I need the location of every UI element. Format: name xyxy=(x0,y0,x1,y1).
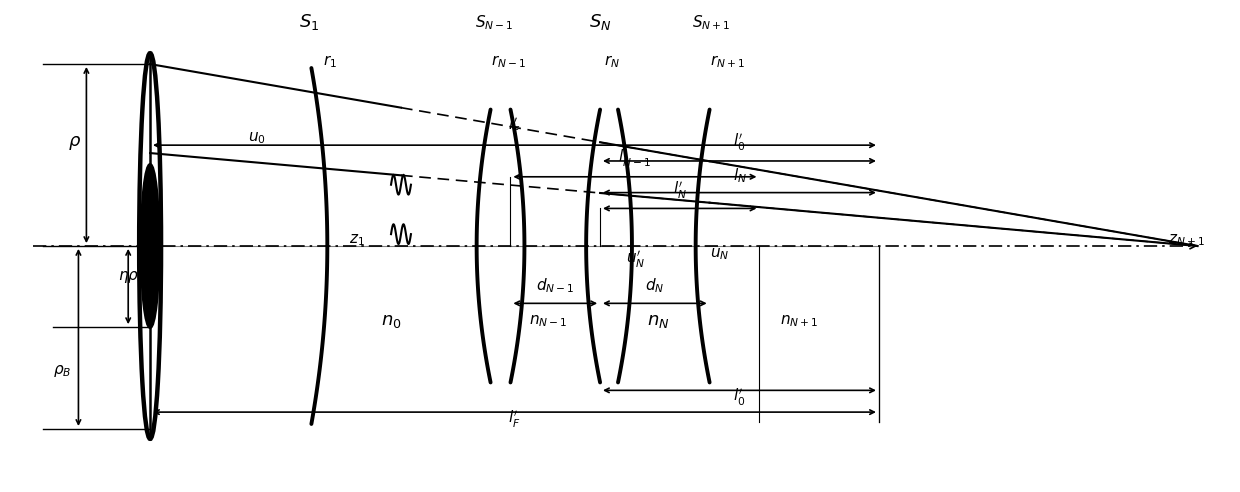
Text: $d_{N-1}$: $d_{N-1}$ xyxy=(536,277,574,295)
Text: $\eta\rho_B$: $\eta\rho_B$ xyxy=(118,269,146,285)
Text: $z_1$: $z_1$ xyxy=(350,232,365,248)
Text: $d_N$: $d_N$ xyxy=(645,277,665,295)
Text: $S_1$: $S_1$ xyxy=(299,12,320,32)
Text: $u_N$: $u_N$ xyxy=(709,246,729,262)
Text: $n_N$: $n_N$ xyxy=(646,312,670,330)
Text: $r_1$: $r_1$ xyxy=(324,53,337,70)
Text: $l_F'$: $l_F'$ xyxy=(508,409,521,430)
Text: $S_{N-1}$: $S_{N-1}$ xyxy=(475,14,513,32)
Text: $l_F'$: $l_F'$ xyxy=(508,116,521,137)
Text: $\rho_B$: $\rho_B$ xyxy=(53,363,72,378)
Text: $l_0'$: $l_0'$ xyxy=(733,387,745,408)
Text: $l_{N-1}'$: $l_{N-1}'$ xyxy=(619,148,651,169)
Text: $z_{N+1}$: $z_{N+1}$ xyxy=(1168,232,1204,248)
Text: $r_{N+1}$: $r_{N+1}$ xyxy=(711,53,745,70)
Text: $l_0'$: $l_0'$ xyxy=(733,132,745,153)
Text: $S_{N+1}$: $S_{N+1}$ xyxy=(692,14,730,32)
Text: $u_N'$: $u_N'$ xyxy=(626,249,645,271)
Text: $r_N$: $r_N$ xyxy=(604,53,620,70)
Text: $n_{N+1}$: $n_{N+1}$ xyxy=(780,313,818,329)
Text: $l_N$: $l_N$ xyxy=(733,166,746,184)
Text: $S_N$: $S_N$ xyxy=(589,12,611,32)
Text: $u_0$: $u_0$ xyxy=(248,130,265,146)
Text: $n_0$: $n_0$ xyxy=(381,312,402,330)
Ellipse shape xyxy=(141,164,159,328)
Text: $\rho$: $\rho$ xyxy=(68,134,81,152)
Text: $n_{N-1}$: $n_{N-1}$ xyxy=(529,313,568,329)
Text: $l_N'$: $l_N'$ xyxy=(673,180,687,201)
Text: $r_{N-1}$: $r_{N-1}$ xyxy=(491,53,526,70)
